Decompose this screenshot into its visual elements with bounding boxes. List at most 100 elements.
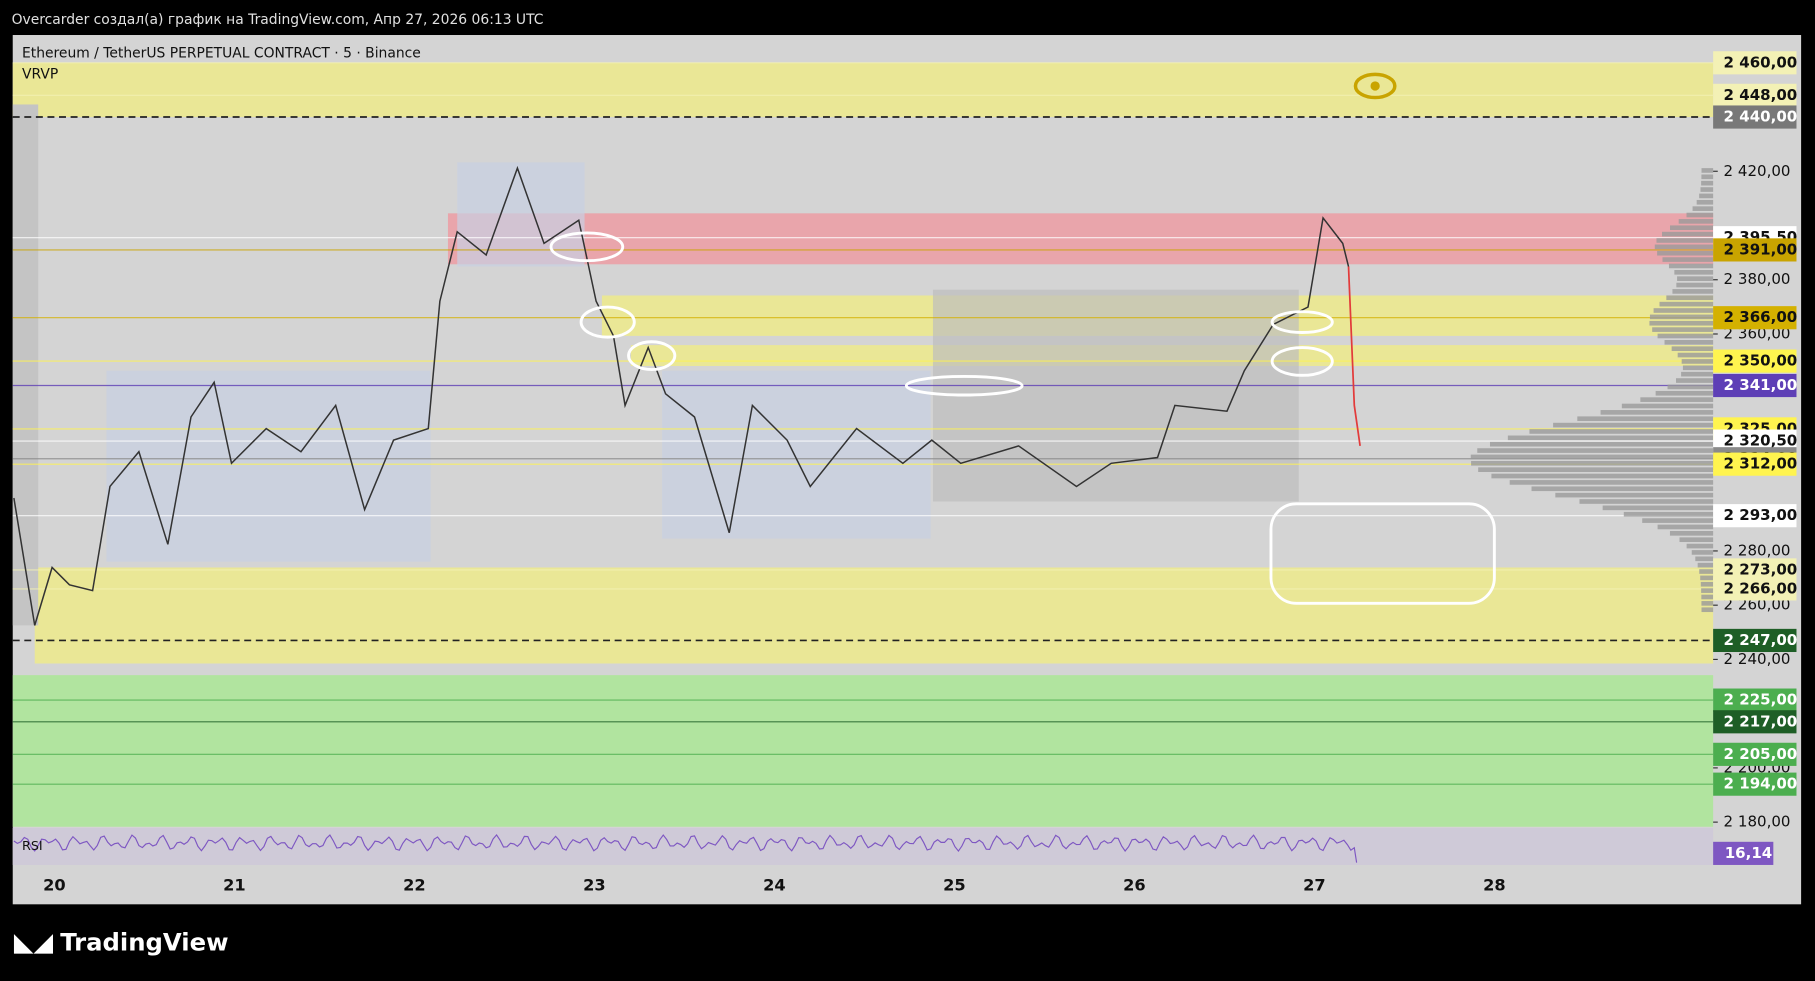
profile-bar	[1649, 314, 1714, 320]
price-badge	[1713, 772, 1797, 796]
profile-bar	[1509, 480, 1714, 485]
profile-bar	[1664, 340, 1714, 345]
profile-bar	[1640, 397, 1714, 402]
price-tick-label: 2 240,00	[1724, 650, 1791, 668]
profile-bar	[1691, 550, 1714, 555]
profile-bar	[1669, 531, 1714, 536]
time-axis: 20 21 22 23 24 25 26 27 28	[43, 875, 1505, 894]
date-label: 26	[1123, 875, 1146, 894]
profile-bar	[1671, 346, 1714, 352]
price-axis: 2 420,002 380,002 360,002 280,002 260,00…	[1713, 51, 1798, 831]
profile-bar	[1531, 486, 1714, 492]
profile-bar	[1602, 505, 1714, 511]
logo: ◣◢	[14, 928, 54, 958]
range-box	[12, 104, 39, 626]
price-badge	[1713, 238, 1797, 262]
zone	[34, 567, 1714, 664]
price-label: 2 391,00	[1724, 240, 1798, 258]
profile-bar	[1579, 499, 1714, 504]
profile-bar	[1677, 276, 1714, 281]
rsi-value: 16,14	[1725, 844, 1773, 862]
profile-bar	[1491, 473, 1714, 479]
price-label: 2 225,00	[1724, 691, 1798, 709]
drawings	[549, 231, 1496, 605]
profile-bar	[1700, 575, 1714, 581]
profile-bar	[1555, 492, 1714, 498]
profile-bar	[1507, 435, 1714, 441]
profile-bar	[1477, 448, 1714, 453]
profile-bar	[1701, 174, 1714, 180]
date-label: 28	[1483, 875, 1506, 894]
volume-profile	[1470, 168, 1714, 613]
eye-icon	[1370, 81, 1380, 91]
profile-bar	[1657, 333, 1714, 339]
profile-bar	[1695, 556, 1714, 562]
price-badge	[1713, 742, 1797, 766]
profile-bar	[1686, 543, 1714, 549]
price-badge	[1713, 504, 1797, 528]
profile-bar	[1701, 588, 1714, 593]
date-label: 22	[403, 875, 426, 894]
price-label: 2 266,00	[1724, 579, 1798, 597]
footer-logo: TradingView	[60, 928, 228, 957]
price-label: 2 217,00	[1724, 712, 1798, 730]
price-label: 2 320,50	[1724, 432, 1798, 450]
profile-bar	[1701, 180, 1714, 186]
profile-bar	[1657, 250, 1714, 256]
date-label: 20	[43, 875, 66, 894]
price-badge	[1713, 558, 1797, 582]
profile-bar	[1652, 327, 1714, 332]
price-label: 2 312,00	[1724, 455, 1798, 473]
profile-bar	[1699, 193, 1714, 199]
rsi-badge	[1713, 841, 1774, 865]
profile-bar	[1662, 231, 1714, 237]
profile-bar	[1674, 269, 1714, 275]
date-label: 21	[223, 875, 246, 894]
price-badge	[1713, 83, 1797, 107]
profile-bar	[1696, 199, 1714, 205]
indicator: VRVP	[22, 66, 58, 82]
price-tick-label: 2 380,00	[1724, 270, 1791, 288]
price-badge	[1713, 452, 1797, 476]
profile-bar	[1529, 429, 1714, 434]
profile-bar	[1681, 359, 1714, 364]
price-label: 2 350,00	[1724, 352, 1798, 370]
price-label: 2 440,00	[1724, 108, 1798, 126]
rsi-label: RSI	[22, 839, 43, 854]
profile-bar	[1676, 378, 1714, 383]
profile-bar	[1654, 244, 1714, 250]
profile-bar	[1623, 511, 1714, 517]
profile-bar	[1655, 390, 1714, 396]
price-badge	[1713, 306, 1797, 330]
date-label: 23	[583, 875, 606, 894]
profile-bar	[1700, 187, 1714, 192]
profile-bar	[1662, 257, 1714, 262]
eye-icon[interactable]	[1353, 72, 1397, 100]
profile-bar	[1657, 524, 1714, 530]
zone	[12, 675, 1714, 827]
profile-bar	[1600, 410, 1714, 415]
price-drop	[1347, 266, 1361, 447]
date-label: 27	[1303, 875, 1326, 894]
profile-bar	[1656, 238, 1714, 243]
profile-bar	[1681, 371, 1714, 377]
profile-bar	[1649, 320, 1714, 326]
header: Overcarder создал(а) график на TradingVi…	[12, 12, 544, 28]
profile-bar	[1470, 454, 1714, 460]
profile-bar	[1678, 219, 1714, 224]
rsi-line	[13, 833, 1358, 863]
profile-bar	[1679, 537, 1714, 543]
profile-bar	[1686, 212, 1714, 218]
profile-bar	[1697, 562, 1714, 568]
profile-bar	[1692, 206, 1714, 211]
price-label: 2 273,00	[1724, 560, 1798, 578]
price-badge	[1713, 105, 1797, 129]
price-label: 2 205,00	[1724, 745, 1798, 763]
profile-bar	[1659, 301, 1714, 307]
profile-bar	[1471, 460, 1714, 466]
profile-bar	[1478, 467, 1714, 472]
profile-bar	[1669, 225, 1714, 231]
zone	[447, 213, 1714, 265]
profile-bar	[1701, 601, 1714, 606]
